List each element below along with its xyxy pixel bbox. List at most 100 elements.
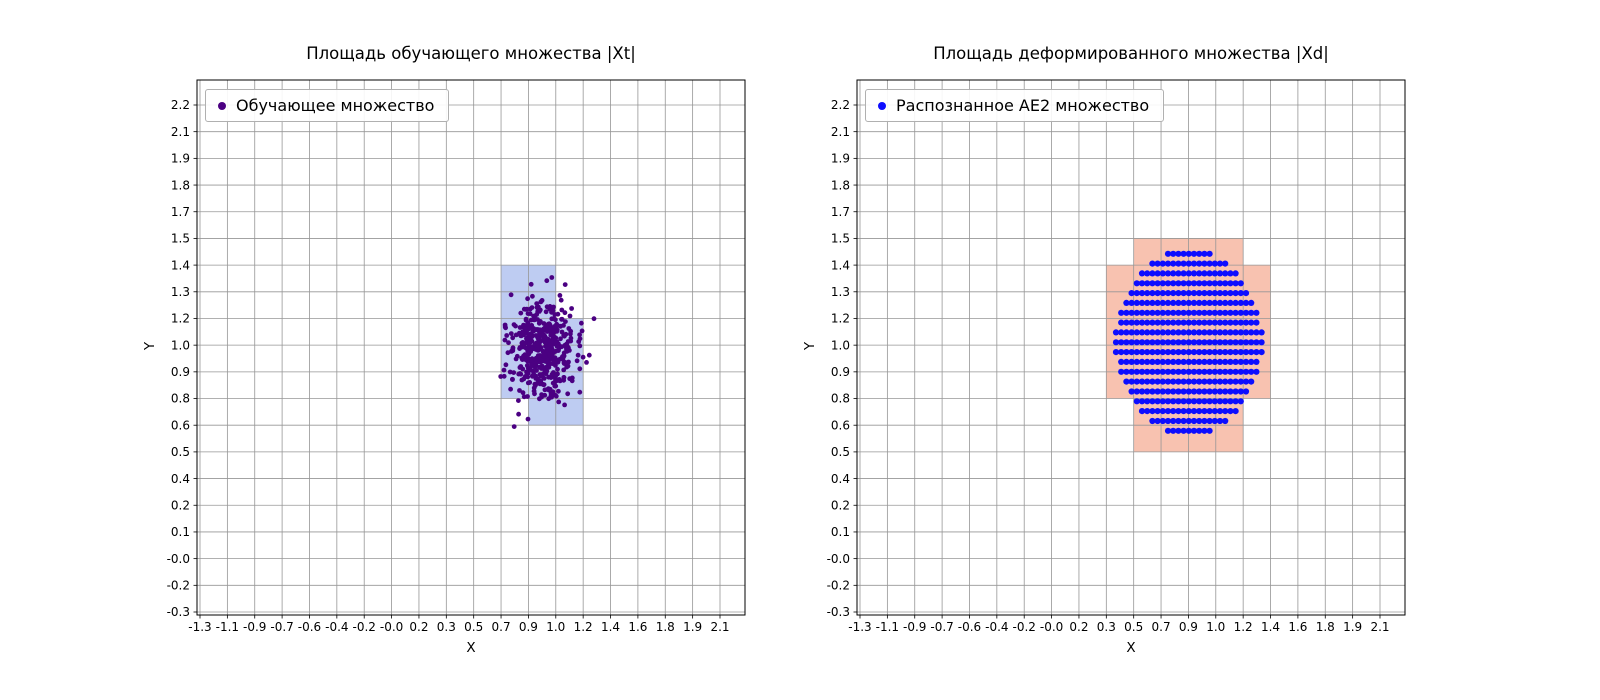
axes-frame (196, 79, 746, 616)
svg-text:1.2: 1.2 (171, 312, 190, 326)
svg-text:0.1: 0.1 (831, 525, 850, 539)
svg-text:0.4: 0.4 (831, 472, 850, 486)
svg-text:0.3: 0.3 (437, 620, 456, 634)
svg-text:2.1: 2.1 (710, 620, 729, 634)
svg-text:0.9: 0.9 (1179, 620, 1198, 634)
svg-text:1.7: 1.7 (171, 205, 190, 219)
svg-text:2.1: 2.1 (171, 125, 190, 139)
svg-text:0.7: 0.7 (492, 620, 511, 634)
grid-lines (197, 80, 745, 615)
x-tick-labels: -1.3 -1.1 -0.9 -0.7 -0.6 -0.4 -0.2 -0.0 0.2 0.3 0.… (848, 620, 1389, 634)
x-tick-labels: -1.3 -1.1 -0.9 -0.7 -0.6 -0.4 -0.2 -0.0 0.2 0.3 0.… (188, 620, 729, 634)
svg-text:2.1: 2.1 (1370, 620, 1389, 634)
left-y-axis-label: Y (142, 341, 159, 351)
svg-text:0.5: 0.5 (1124, 620, 1143, 634)
svg-text:2.1: 2.1 (831, 125, 850, 139)
svg-text:0.7: 0.7 (1152, 620, 1171, 634)
svg-text:-0.0: -0.0 (827, 552, 850, 566)
svg-text:-1.1: -1.1 (876, 620, 899, 634)
svg-text:2.2: 2.2 (171, 98, 190, 112)
right-plot-legend: Распознанное AE2 множество (865, 89, 1165, 122)
svg-text:0.2: 0.2 (831, 498, 850, 512)
svg-text:1.5: 1.5 (831, 232, 850, 246)
svg-text:1.9: 1.9 (171, 152, 190, 166)
svg-text:1.6: 1.6 (1288, 620, 1307, 634)
svg-text:1.0: 1.0 (546, 620, 565, 634)
legend-label: Распознанное AE2 множество (896, 96, 1150, 115)
svg-text:1.8: 1.8 (171, 178, 190, 192)
svg-text:1.8: 1.8 (656, 620, 675, 634)
svg-text:1.9: 1.9 (1343, 620, 1362, 634)
plot-1: -1.3 -1.1 -0.9 -0.7 -0.6 -0.4 -0.2 -0.0 0.2 0.3 0.… (827, 79, 1406, 634)
svg-text:0.1: 0.1 (171, 525, 190, 539)
svg-text:1.0: 1.0 (831, 338, 850, 352)
svg-text:0.2: 0.2 (171, 498, 190, 512)
tick-marks (193, 104, 721, 619)
svg-text:0.2: 0.2 (1069, 620, 1088, 634)
svg-text:-0.6: -0.6 (958, 620, 981, 634)
svg-text:-0.7: -0.7 (270, 620, 293, 634)
svg-text:-0.0: -0.0 (1040, 620, 1063, 634)
plot-0: -1.3 -1.1 -0.9 -0.7 -0.6 -0.4 -0.2 -0.0 0.2 0.3 0.… (167, 79, 746, 634)
svg-text:1.2: 1.2 (1234, 620, 1253, 634)
svg-text:-0.2: -0.2 (1012, 620, 1035, 634)
svg-text:0.3: 0.3 (1097, 620, 1116, 634)
left-plot-title: Площадь обучающего множества |Xt| (306, 44, 636, 63)
svg-text:0.4: 0.4 (171, 472, 190, 486)
scatter-points (498, 275, 597, 429)
svg-text:-0.7: -0.7 (930, 620, 953, 634)
legend-label: Обучающее множество (236, 96, 435, 115)
svg-text:1.2: 1.2 (831, 312, 850, 326)
svg-text:0.5: 0.5 (464, 620, 483, 634)
y-tick-labels: -0.3 -0.2 -0.0 0.1 0.2 0.4 0.5 0.6 0.8 0.9 1.0 1.2 1… (167, 98, 190, 619)
svg-text:-0.2: -0.2 (167, 579, 190, 593)
svg-text:1.9: 1.9 (683, 620, 702, 634)
svg-text:-0.0: -0.0 (167, 552, 190, 566)
right-plot-title: Площадь деформированного множества |Xd| (933, 44, 1329, 63)
svg-text:0.6: 0.6 (171, 418, 190, 432)
svg-text:-1.3: -1.3 (848, 620, 871, 634)
svg-text:1.6: 1.6 (628, 620, 647, 634)
svg-text:-0.9: -0.9 (243, 620, 266, 634)
svg-text:1.5: 1.5 (171, 232, 190, 246)
svg-text:-1.1: -1.1 (216, 620, 239, 634)
svg-text:1.8: 1.8 (1316, 620, 1335, 634)
svg-text:1.8: 1.8 (831, 178, 850, 192)
svg-text:-0.4: -0.4 (985, 620, 1008, 634)
svg-text:-0.6: -0.6 (298, 620, 321, 634)
svg-text:0.9: 0.9 (171, 365, 190, 379)
right-x-axis-label: X (1126, 640, 1136, 656)
svg-text:1.4: 1.4 (601, 620, 620, 634)
svg-text:0.2: 0.2 (409, 620, 428, 634)
left-plot-legend: Обучающее множество (205, 89, 450, 122)
svg-text:1.2: 1.2 (574, 620, 593, 634)
svg-text:-0.2: -0.2 (352, 620, 375, 634)
y-tick-labels: -0.3 -0.2 -0.0 0.1 0.2 0.4 0.5 0.6 0.8 0.9 1.0 1.2 1… (827, 98, 850, 619)
svg-text:0.6: 0.6 (831, 418, 850, 432)
svg-text:-0.9: -0.9 (903, 620, 926, 634)
svg-text:1.4: 1.4 (171, 258, 190, 272)
svg-text:1.4: 1.4 (831, 258, 850, 272)
svg-text:1.3: 1.3 (171, 285, 190, 299)
svg-text:0.8: 0.8 (831, 392, 850, 406)
svg-text:-0.3: -0.3 (827, 605, 850, 619)
legend-marker-dot (218, 101, 226, 110)
svg-text:0.9: 0.9 (519, 620, 538, 634)
svg-text:-0.4: -0.4 (325, 620, 348, 634)
svg-text:1.9: 1.9 (831, 152, 850, 166)
legend-marker-dot (878, 101, 886, 110)
svg-text:0.9: 0.9 (831, 365, 850, 379)
svg-text:1.7: 1.7 (831, 205, 850, 219)
svg-text:1.0: 1.0 (171, 338, 190, 352)
svg-text:1.0: 1.0 (1206, 620, 1225, 634)
svg-text:0.8: 0.8 (171, 392, 190, 406)
svg-text:0.5: 0.5 (831, 445, 850, 459)
axes-frame (856, 79, 1406, 616)
svg-text:1.3: 1.3 (831, 285, 850, 299)
scatter-points (1112, 250, 1265, 434)
svg-text:-0.3: -0.3 (167, 605, 190, 619)
tick-marks (853, 104, 1381, 619)
svg-text:0.5: 0.5 (171, 445, 190, 459)
